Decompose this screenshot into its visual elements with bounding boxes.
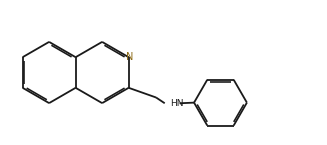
Text: HN: HN (170, 99, 184, 108)
Text: N: N (126, 52, 133, 61)
